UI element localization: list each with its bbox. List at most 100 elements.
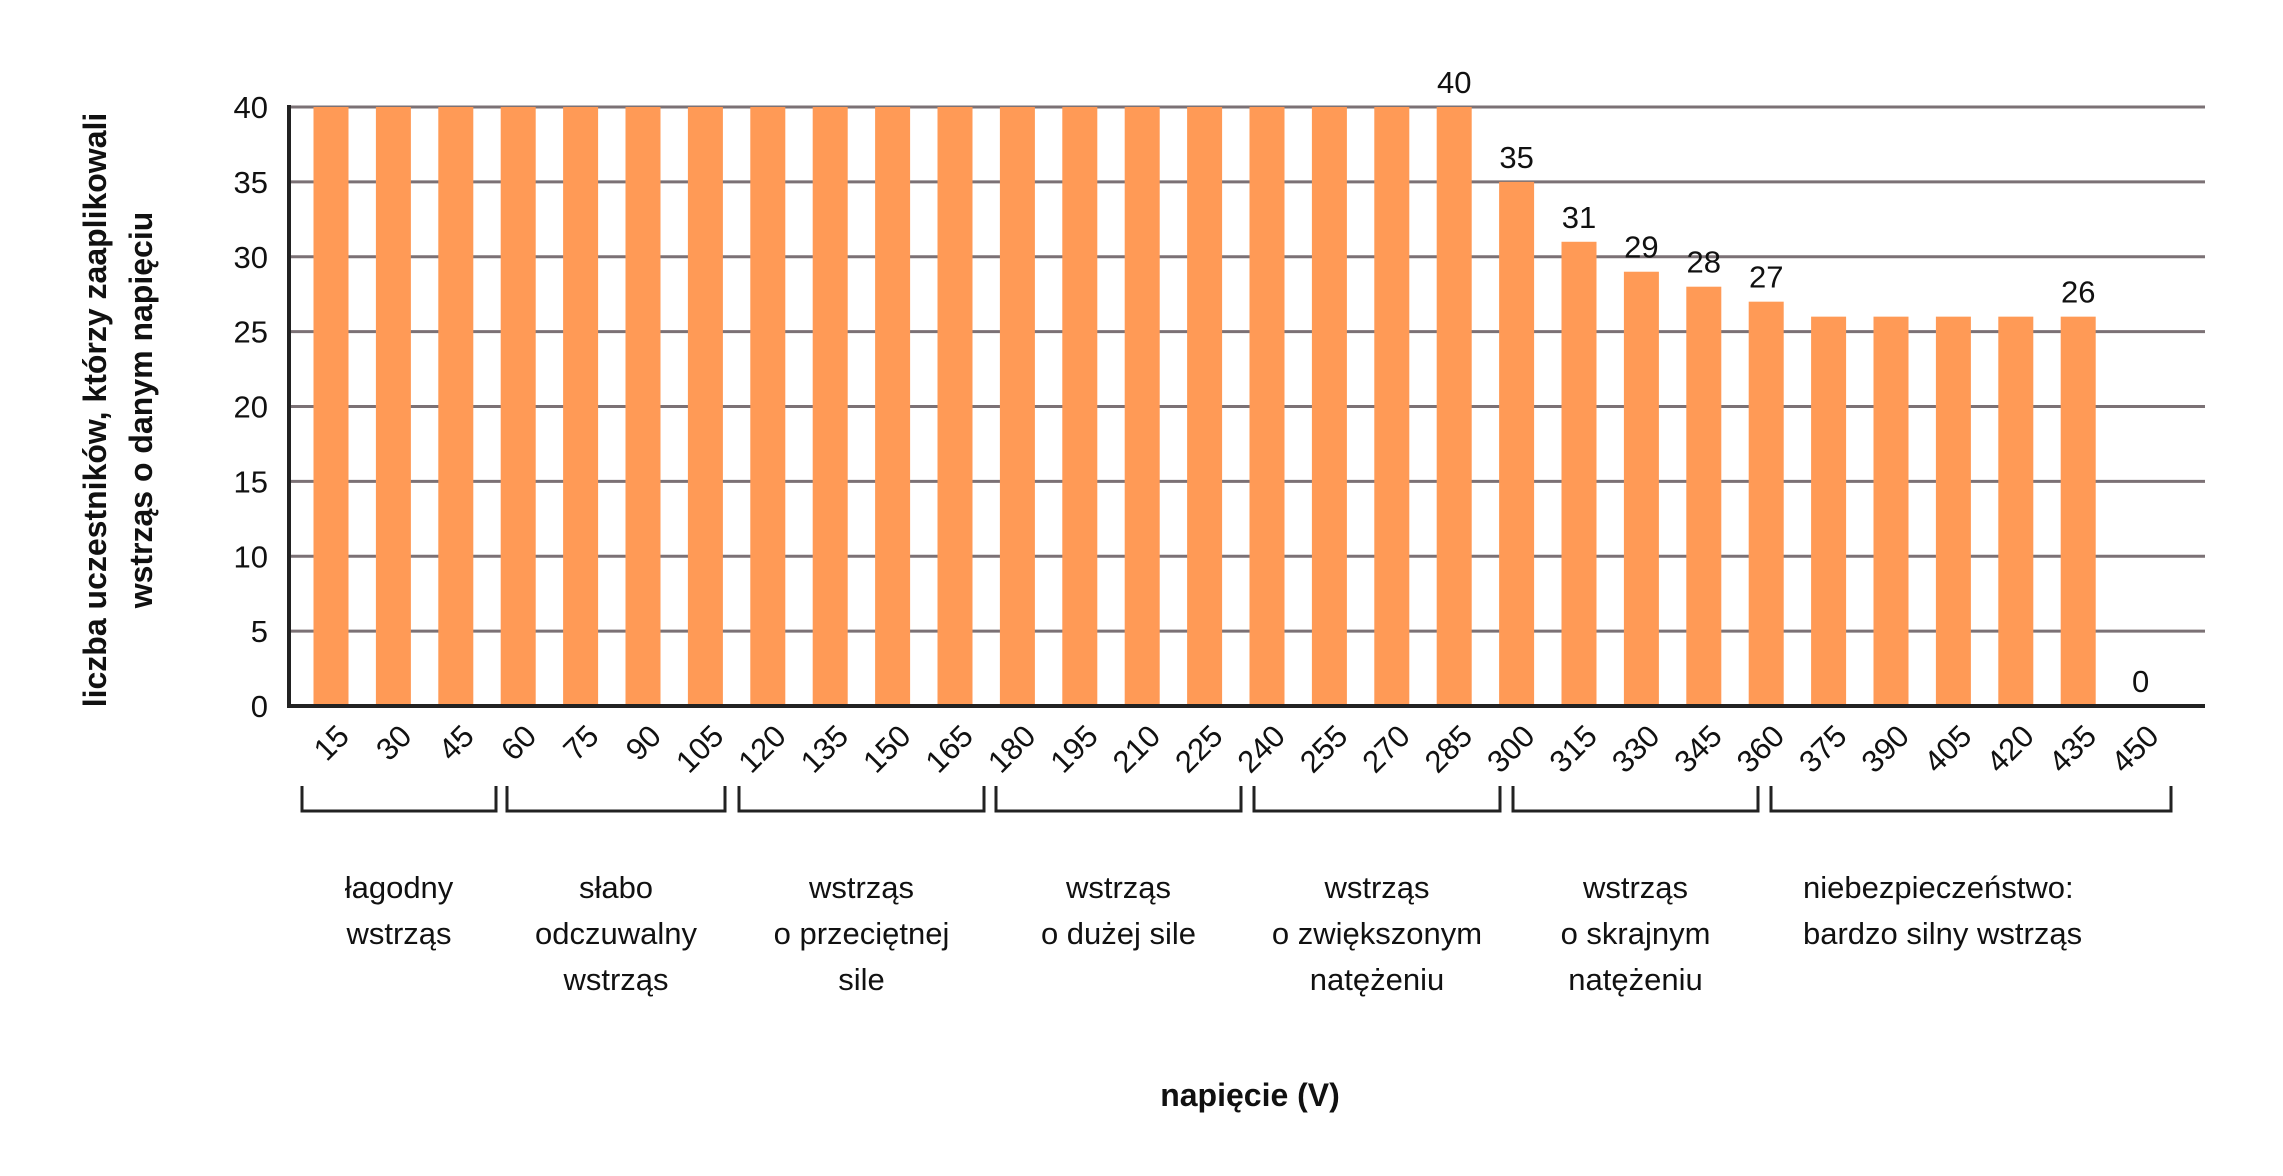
x-tick-405: 405 — [1917, 718, 1978, 779]
group-label-6-line-0: niebezpieczeństwo: — [1803, 870, 2074, 905]
bar-315 — [1561, 241, 1597, 706]
data-label-300: 35 — [1499, 140, 1533, 175]
x-tick-330: 330 — [1605, 718, 1666, 779]
data-label-315: 31 — [1562, 200, 1596, 235]
group-bracket-4 — [1252, 786, 1502, 813]
group-label-3-line-0: wstrząs — [1065, 870, 1171, 905]
x-tick-195: 195 — [1043, 718, 1104, 779]
y-tick-5: 5 — [251, 614, 268, 649]
data-label-360: 27 — [1749, 260, 1783, 295]
bar-150 — [875, 107, 911, 706]
bar-30 — [375, 107, 411, 706]
group-label-1-line-1: odczuwalny — [535, 916, 697, 951]
bar-210 — [1124, 107, 1160, 706]
y-tick-labels: 0 5 10 15 20 25 30 35 40 — [234, 90, 268, 724]
x-tick-105: 105 — [669, 718, 730, 779]
bar-15 — [313, 107, 349, 706]
data-labels: 40 35 31 29 28 27 26 0 — [1437, 65, 2149, 699]
y-tick-0: 0 — [251, 689, 268, 724]
x-tick-390: 390 — [1855, 718, 1916, 779]
x-tick-345: 345 — [1667, 718, 1728, 779]
group-label-2-line-2: sile — [838, 962, 885, 997]
x-tick-30: 30 — [369, 718, 418, 767]
bar-135 — [812, 107, 848, 706]
bar-105 — [687, 107, 723, 706]
group-bracket-3 — [994, 786, 1243, 813]
bar-90 — [625, 107, 661, 706]
x-tick-15: 15 — [307, 718, 356, 767]
y-tick-30: 30 — [234, 240, 268, 275]
x-tick-135: 135 — [794, 718, 855, 779]
x-tick-75: 75 — [556, 718, 605, 767]
group-bracket-1 — [505, 786, 727, 813]
x-tick-315: 315 — [1543, 718, 1604, 779]
x-tick-180: 180 — [981, 718, 1042, 779]
bar-420 — [1998, 316, 2034, 706]
x-tick-165: 165 — [919, 718, 980, 779]
bar-375 — [1811, 316, 1847, 706]
bar-345 — [1686, 286, 1722, 706]
y-axis-title-line-2: wstrząs o danym napięciu — [123, 212, 159, 610]
bar-360 — [1748, 301, 1784, 706]
x-tick-285: 285 — [1418, 718, 1479, 779]
group-bracket-5 — [1511, 786, 1760, 813]
data-label-345: 28 — [1687, 245, 1721, 280]
x-tick-210: 210 — [1106, 718, 1167, 779]
bar-240 — [1249, 107, 1285, 706]
group-label-5-line-2: natężeniu — [1568, 962, 1702, 997]
x-axis-title: napięcie (V) — [1160, 1077, 1340, 1113]
axes — [287, 105, 2205, 708]
group-label-1-line-2: wstrząs — [562, 962, 668, 997]
bars — [313, 107, 2096, 706]
x-tick-375: 375 — [1792, 718, 1853, 779]
data-label-435: 26 — [2061, 275, 2095, 310]
x-tick-255: 255 — [1293, 718, 1354, 779]
group-label-4-line-1: o zwiększonym — [1272, 916, 1482, 951]
bar-195 — [1062, 107, 1098, 706]
bar-225 — [1187, 107, 1223, 706]
y-tick-20: 20 — [234, 390, 268, 425]
group-bracket-2 — [737, 786, 986, 813]
x-tick-450: 450 — [2104, 718, 2165, 779]
voltage-groups: łagodny wstrząs słabo odczuwalny wstrząs wstr… — [300, 786, 2173, 997]
x-tick-420: 420 — [1979, 718, 2040, 779]
group-label-5-line-1: o skrajnym — [1561, 916, 1711, 951]
x-tick-435: 435 — [2042, 718, 2103, 779]
y-tick-10: 10 — [234, 539, 268, 574]
group-label-0-line-0: łagodny — [345, 870, 454, 905]
group-label-0-line-1: wstrząs — [345, 916, 451, 951]
data-label-450: 0 — [2132, 664, 2149, 699]
x-tick-60: 60 — [494, 718, 543, 767]
y-axis-title-line-1: liczba uczestników, którzy zaaplikowali — [77, 113, 113, 708]
bar-300 — [1499, 181, 1535, 706]
bar-60 — [500, 107, 536, 706]
x-tick-150: 150 — [856, 718, 917, 779]
bar-120 — [750, 107, 786, 706]
bar-435 — [2060, 316, 2096, 706]
x-tick-225: 225 — [1168, 718, 1229, 779]
bar-330 — [1623, 271, 1659, 706]
x-tick-120: 120 — [731, 718, 792, 779]
group-label-1-line-0: słabo — [579, 870, 653, 905]
group-label-6-line-1: bardzo silny wstrząs — [1803, 916, 2082, 951]
y-tick-40: 40 — [234, 90, 268, 125]
bar-165 — [937, 107, 973, 706]
group-label-4-line-0: wstrząs — [1323, 870, 1429, 905]
bar-270 — [1374, 107, 1410, 706]
y-tick-15: 15 — [234, 464, 268, 499]
bar-255 — [1311, 107, 1347, 706]
group-label-2-line-0: wstrząs — [808, 870, 914, 905]
group-label-4-line-2: natężeniu — [1310, 962, 1444, 997]
y-tick-35: 35 — [234, 165, 268, 200]
bar-390 — [1873, 316, 1909, 706]
bar-285 — [1436, 107, 1472, 706]
group-label-3-line-1: o dużej sile — [1041, 916, 1196, 951]
x-tick-240: 240 — [1231, 718, 1292, 779]
x-tick-labels: 15 30 45 60 75 90 105 120 135 150 165 180 195 210 225 2… — [307, 718, 2166, 779]
bar-45 — [438, 107, 474, 706]
bar-75 — [563, 107, 599, 706]
x-tick-90: 90 — [619, 718, 668, 767]
x-tick-300: 300 — [1480, 718, 1541, 779]
bar-405 — [1935, 316, 1971, 706]
